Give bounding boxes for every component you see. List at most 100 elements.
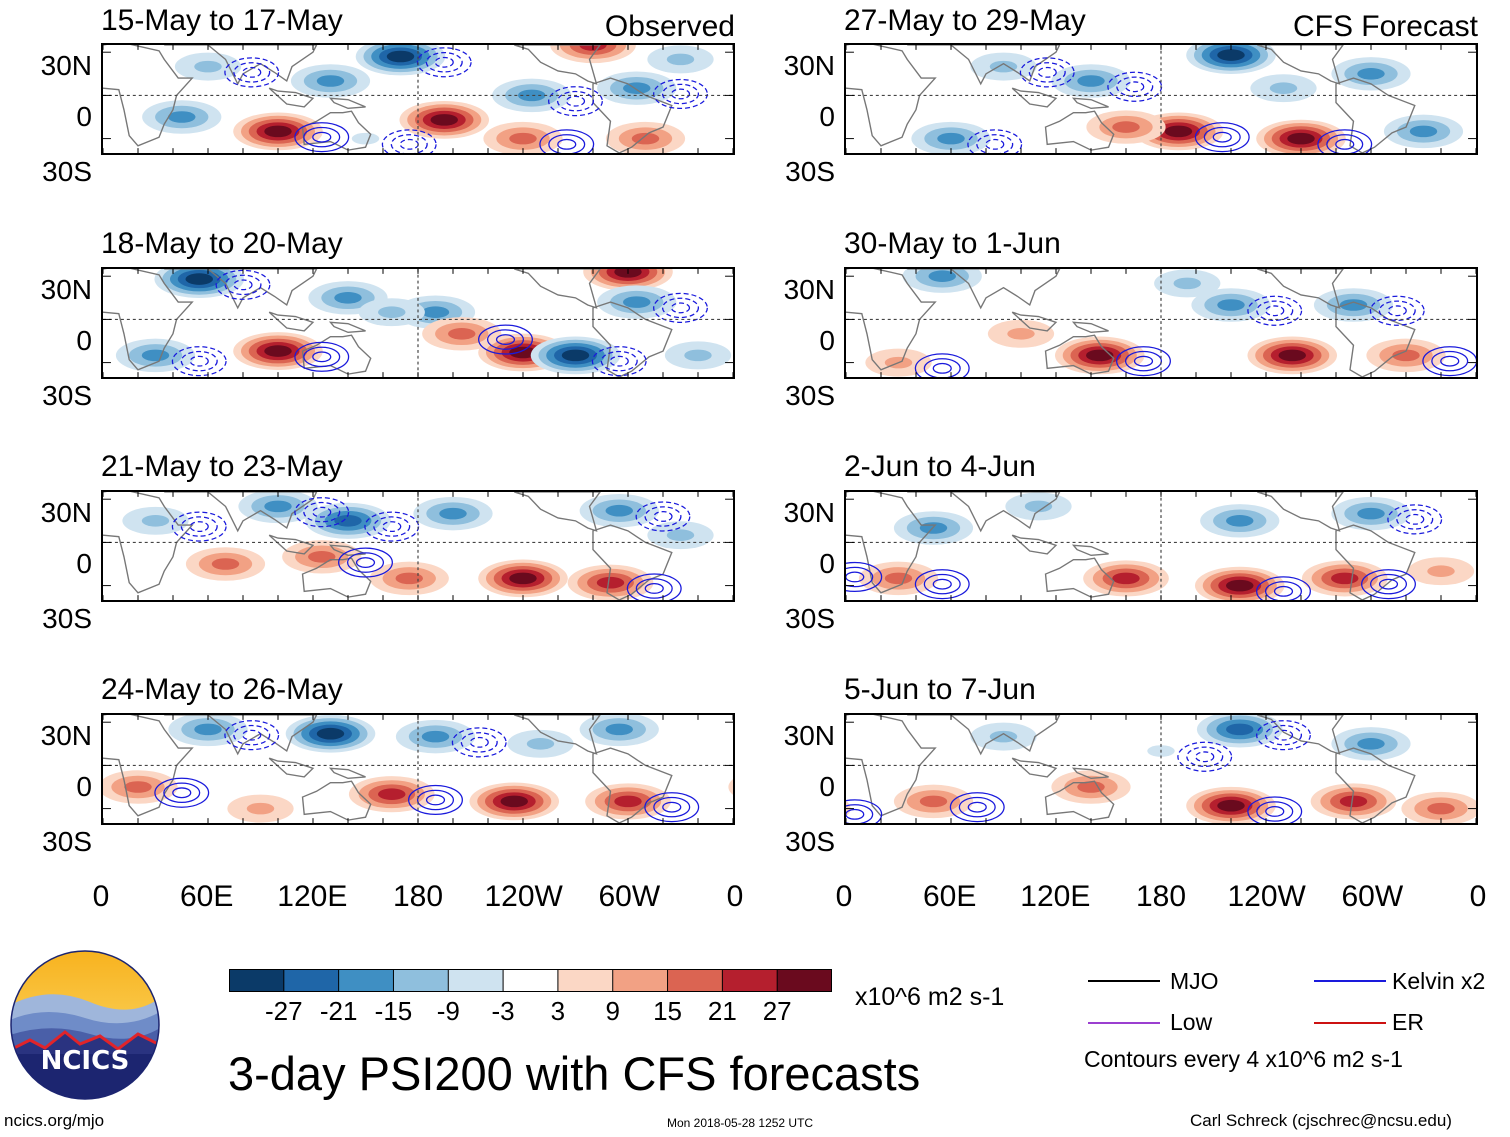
lat-tick-label: 30S [785, 603, 835, 634]
field-anomaly-blob [1226, 723, 1254, 736]
field-anomaly-blob [185, 273, 213, 285]
kelvin-contour [846, 571, 865, 583]
field-anomaly-blob [168, 111, 196, 123]
legend-line-er [1314, 1022, 1386, 1024]
kelvin-contour [846, 804, 874, 823]
kelvin-contour [1203, 126, 1241, 148]
ncics-logo-graphic [10, 950, 160, 1100]
kelvin-contour [478, 324, 533, 355]
field-anomaly-blob [605, 723, 633, 736]
coastline [268, 87, 315, 108]
kelvin-contour [233, 279, 253, 291]
field-anomaly-blob [1024, 500, 1053, 513]
kelvin-contour [1326, 134, 1364, 153]
kelvin-contour [1317, 129, 1373, 153]
coastline [1044, 110, 1115, 151]
colorbar-segment [722, 969, 778, 992]
kelvin-contour [373, 516, 411, 537]
kelvin-contour [1264, 724, 1303, 746]
coastline [1011, 534, 1058, 555]
kelvin-contour [294, 341, 350, 372]
colorbar-border [229, 969, 832, 992]
field-anomaly-blob [439, 507, 467, 520]
colorbar-segment [338, 969, 394, 992]
field-anomaly-blob [989, 60, 1018, 73]
coastline [268, 311, 315, 332]
footer-timestamp: Mon 2018-05-28 1252 UTC [667, 1116, 814, 1130]
kelvin-contour [653, 78, 708, 110]
kelvin-contour [914, 353, 970, 377]
kelvin-contour [1396, 509, 1434, 530]
kelvin-contour [495, 334, 516, 346]
field-anomaly-blob [1339, 299, 1368, 311]
field-anomaly-blob [308, 551, 336, 563]
coastline [846, 492, 937, 594]
coastline [1044, 557, 1115, 598]
colorbar-tick-label: 27 [762, 996, 792, 1026]
coastline [1257, 45, 1344, 85]
kelvin-contour [1028, 62, 1066, 83]
kelvin-contour [1369, 295, 1425, 326]
kelvin-contour [434, 56, 454, 68]
legend-label-mjo: MJO [1170, 968, 1219, 994]
field-anomaly-blob [1427, 802, 1455, 815]
field-anomaly-blob [605, 504, 633, 517]
coastline [1044, 334, 1115, 375]
footer-site[interactable]: ncics.org/mjo [4, 1111, 105, 1130]
kelvin-contour [1116, 76, 1154, 98]
kelvin-contour [233, 724, 271, 746]
panel-title: 5-Jun to 7-Jun [844, 673, 1036, 706]
kelvin-contour [1133, 355, 1154, 367]
field-anomaly-blob [1217, 49, 1245, 61]
coastline [907, 715, 1061, 756]
lat-tick-label: 30N [783, 50, 835, 81]
lat-tick-label: 0 [76, 101, 92, 132]
lon-tick-label: 180 [392, 880, 444, 913]
map-panel [844, 267, 1478, 379]
kelvin-contour [1405, 513, 1425, 525]
colorbar-graphic [229, 969, 833, 992]
kelvin-contour [914, 569, 970, 600]
lat-tick-label: 30N [40, 720, 92, 751]
coastline [846, 269, 937, 371]
kelvin-contour [242, 66, 262, 78]
kelvin-contour [557, 138, 577, 150]
colorbar-tick-label: 9 [605, 996, 620, 1026]
lat-tick-label: 0 [819, 101, 835, 132]
kelvin-contour [189, 521, 209, 533]
kelvin-contour [644, 792, 700, 823]
lon-tick-label: 180 [1135, 880, 1187, 913]
kelvin-contour [1194, 122, 1250, 153]
ncics-logo: NCICS [10, 950, 160, 1100]
colorbar-segment [283, 969, 340, 992]
field-anomaly-blob [316, 727, 345, 740]
colorbar-tick-label: -9 [436, 996, 460, 1026]
kelvin-contour [1422, 346, 1476, 377]
kelvin-contour [408, 784, 463, 816]
kelvin-contour [163, 782, 201, 804]
kelvin-contour [1265, 806, 1285, 817]
panel-title: 18-May to 20-May [101, 227, 343, 260]
kelvin-contour [949, 792, 1005, 823]
colorbar-segment [777, 969, 833, 992]
map-field [846, 492, 1476, 600]
map-panel [101, 267, 735, 379]
kelvin-contour [303, 501, 341, 523]
field-anomaly-blob [1427, 565, 1455, 577]
map-field [103, 45, 733, 153]
panel-title: 27-May to 29-May [844, 4, 1086, 37]
contour-note: Contours every 4 x10^6 m2 s-1 [1084, 1046, 1403, 1072]
kelvin-contour [967, 129, 1023, 153]
lat-tick-label: 30S [785, 156, 835, 187]
kelvin-contour [653, 511, 673, 522]
lat-tick-label: 0 [819, 325, 835, 356]
colorbar-tick-label: -15 [374, 996, 413, 1026]
lat-tick-label: 30S [42, 603, 92, 634]
field-anomaly-blob [351, 132, 380, 145]
field-anomaly-blob [989, 730, 1018, 743]
coastline [1335, 747, 1416, 823]
field-anomaly-blob [1077, 75, 1105, 87]
map-field [846, 269, 1476, 377]
footer-author: Carl Schreck (cjschrec@ncsu.edu) [1190, 1111, 1452, 1130]
kelvin-contour [967, 801, 987, 813]
